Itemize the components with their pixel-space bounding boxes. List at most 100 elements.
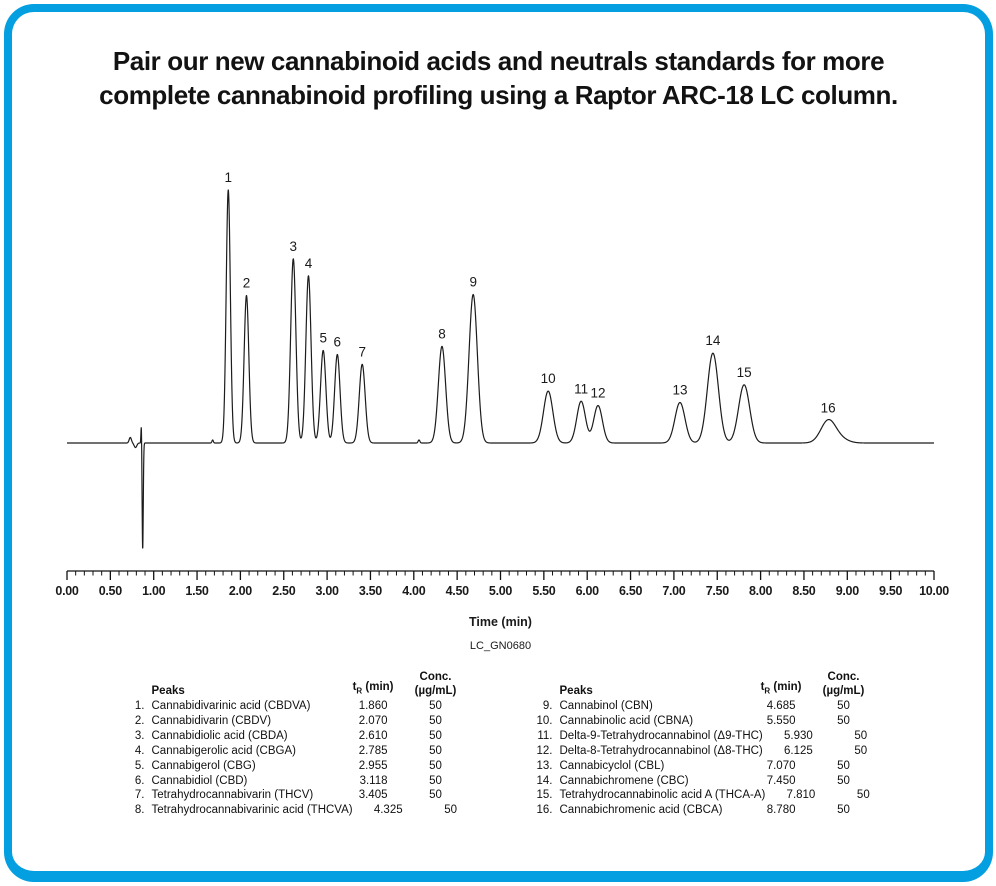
peak-conc: 50	[429, 759, 442, 772]
peak-table-row: 14. Cannabichromene (CBC) 7.450 50	[532, 774, 874, 789]
x-axis-tick-label: 7.50	[705, 584, 728, 598]
peak-label-7: 7	[358, 344, 366, 359]
x-axis-tick-label: 5.50	[532, 584, 555, 598]
peak-tr: 2.785	[358, 744, 388, 757]
peak-name: Delta-8-Tetrahydrocannabinol (Δ8-THC)	[559, 744, 763, 757]
peak-name: Cannabichromene (CBC)	[559, 774, 689, 787]
peak-conc: 50	[429, 744, 442, 757]
peak-table-row: 12. Delta-8-Tetrahydrocannabinol (Δ8-THC)…	[532, 744, 874, 759]
peak-conc: 50	[429, 789, 442, 802]
peak-label-13: 13	[672, 383, 687, 398]
peak-table-left: Peaks tR (min) Conc. (µg/mL) 1. Cannabidi…	[124, 670, 466, 818]
peak-conc: 50	[429, 774, 442, 787]
peak-label-9: 9	[469, 275, 477, 290]
peak-conc: 50	[856, 789, 870, 802]
x-axis-tick-label: 8.50	[792, 584, 815, 598]
x-axis-tick-label: 3.50	[358, 584, 381, 598]
peak-conc: 50	[429, 700, 442, 712]
peak-table-row: 11. Delta-9-Tetrahydrocannabinol (Δ9-THC)…	[532, 729, 874, 744]
header-peaks: Peaks	[559, 685, 593, 697]
peak-table-row: 16. Cannabichromenic acid (CBCA) 8.780 50	[532, 803, 874, 818]
peak-label-8: 8	[438, 326, 446, 341]
peak-table-left-body: 1. Cannabidivarinic acid (CBDVA) 1.860 50 2.…	[124, 699, 466, 818]
x-axis-tick-label: 6.00	[575, 584, 598, 598]
x-axis-tick-label: 4.00	[402, 584, 425, 598]
peak-tr: 7.070	[766, 759, 796, 772]
peak-name: Delta-9-Tetrahydrocannabinol (Δ9-THC)	[559, 729, 763, 742]
peak-tr: 6.125	[783, 744, 813, 757]
peak-label-4: 4	[304, 256, 312, 271]
x-axis-tick-label: 4.50	[445, 584, 468, 598]
x-axis-tick-label: 8.00	[749, 584, 772, 598]
peak-tr: 4.685	[766, 700, 796, 712]
peak-label-14: 14	[705, 333, 721, 348]
x-axis-tick-label: 9.00	[835, 584, 858, 598]
peak-num: 6.	[134, 774, 145, 787]
peak-num: 13.	[536, 759, 553, 772]
peak-table-right-body: 9. Cannabinol (CBN) 4.685 50 10. Cannabinolic…	[532, 699, 874, 818]
peak-name: Tetrahydrocannabivarin (THCV)	[151, 789, 314, 802]
peak-name: Cannabidivarin (CBDV)	[151, 714, 272, 727]
peak-name: Cannabidivarinic acid (CBDVA)	[151, 700, 311, 712]
peak-name: Cannabicyclol (CBL)	[559, 759, 665, 772]
peak-table-row: 2. Cannabidivarin (CBDV) 2.070 50	[124, 714, 466, 729]
header-concentration: Conc. (µg/mL)	[414, 671, 457, 697]
peak-table-row: 10. Cannabinolic acid (CBNA) 5.550 50	[532, 714, 874, 729]
peak-name: Cannabigerolic acid (CBGA)	[151, 744, 296, 757]
peak-name: Tetrahydrocannabinolic acid A (THCA-A)	[559, 789, 766, 802]
peak-conc: 50	[837, 700, 850, 712]
x-axis-tick-label: 5.00	[488, 584, 511, 598]
chromatogram: 1 2 3 4 5 6 7 8 9 10 11 12 13 14 15 16 0.00 0.50 1.00 1.50 2…	[31, 163, 967, 658]
peak-num: 14.	[536, 774, 553, 787]
peak-name: Cannabinol (CBN)	[559, 700, 653, 712]
flyer-card: Pair our new cannabinoid acids and neutr…	[4, 4, 993, 882]
chromatogram-id: LC_GN0680	[469, 640, 530, 652]
peak-tr: 5.550	[766, 714, 796, 727]
x-axis-tick-label: 0.00	[55, 584, 78, 598]
x-axis-tick-label: 1.50	[185, 584, 208, 598]
peak-num: 2.	[134, 714, 145, 727]
peak-table-row: 15. Tetrahydrocannabinolic acid A (THCA-A…	[532, 788, 874, 803]
peak-conc: 50	[854, 744, 868, 757]
peak-tr: 2.070	[358, 714, 388, 727]
peak-num: 12.	[536, 744, 553, 757]
peak-tr: 4.325	[373, 804, 403, 817]
peak-tr: 8.780	[766, 804, 796, 817]
peak-tr: 3.118	[359, 774, 388, 787]
peak-label-10: 10	[540, 371, 555, 386]
peak-tr: 7.810	[786, 789, 816, 802]
peak-conc: 50	[429, 714, 442, 727]
peak-table-row: 5. Cannabigerol (CBG) 2.955 50	[124, 759, 466, 774]
peak-table-header: Peaks tR (min) Conc. (µg/mL)	[532, 670, 874, 698]
peak-label-6: 6	[333, 334, 341, 349]
peak-num: 5.	[134, 759, 145, 772]
x-axis-tick-label: 1.00	[142, 584, 165, 598]
x-axis-tick-label: 7.00	[662, 584, 685, 598]
peak-conc: 50	[854, 729, 868, 742]
peak-table-header: Peaks tR (min) Conc. (µg/mL)	[124, 670, 466, 698]
peak-table-row: 4. Cannabigerolic acid (CBGA) 2.785 50	[124, 744, 466, 759]
x-axis-tick-label: 9.50	[879, 584, 902, 598]
page-title: Pair our new cannabinoid acids and neutr…	[32, 44, 965, 112]
peak-label-3: 3	[289, 239, 297, 254]
peak-tr: 7.450	[766, 774, 796, 787]
x-axis-tick-label: 3.00	[315, 584, 338, 598]
peak-label-11: 11	[574, 381, 588, 396]
peak-table-row: 8. Tetrahydrocannabivarinic acid (THCVA) 4…	[124, 803, 466, 818]
peak-table-row: 6. Cannabidiol (CBD) 3.118 50	[124, 774, 466, 789]
x-axis-tick-label: 6.50	[619, 584, 642, 598]
peak-name: Cannabidiol (CBD)	[151, 774, 248, 787]
peak-name: Cannabidiolic acid (CBDA)	[151, 729, 288, 742]
chromatogram-trace	[66, 189, 934, 549]
peak-tables: Peaks tR (min) Conc. (µg/mL) 1. Cannabidi…	[12, 670, 985, 818]
peak-name: Cannabigerol (CBG)	[151, 759, 256, 772]
peak-label-5: 5	[319, 330, 327, 345]
peak-num: 7.	[134, 789, 145, 802]
peak-table-row: 3. Cannabidiolic acid (CBDA) 2.610 50	[124, 729, 466, 744]
peak-num: 15.	[536, 789, 553, 802]
peak-label-15: 15	[736, 365, 751, 380]
x-axis-tick-label: 0.50	[98, 584, 121, 598]
header-peaks: Peaks	[151, 685, 185, 697]
peak-num: 8.	[134, 804, 145, 817]
peak-num: 10.	[536, 714, 553, 727]
